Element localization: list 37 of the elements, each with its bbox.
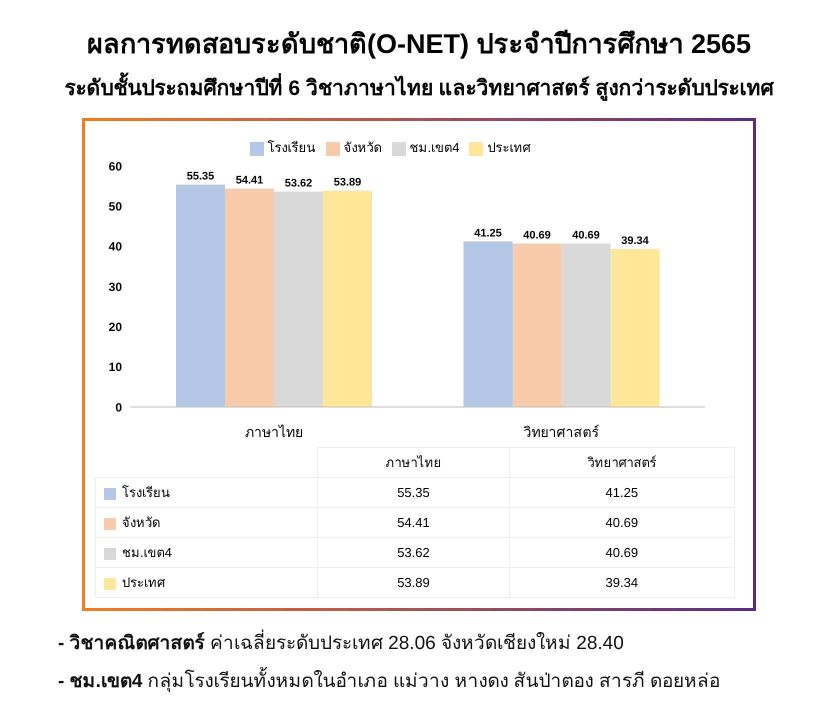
y-tick-label: 10: [108, 360, 122, 374]
legend-label: จังหวัด: [344, 140, 382, 155]
text: 55.35: [318, 478, 510, 508]
legend-label: โรงเรียน: [268, 140, 316, 155]
data-label: 40.69: [572, 230, 600, 242]
y-tick-label: 50: [108, 199, 122, 214]
text: ชม.เขต4: [122, 545, 172, 560]
text: โรงเรียน: [122, 485, 170, 500]
data-label: 53.62: [284, 178, 312, 190]
chart-title: ผลการทดสอบระดับชาติ(O-NET) ประจำปีการศึกษา 2565: [86, 28, 752, 61]
text: 41.25: [509, 478, 734, 508]
legend-label: ชม.เขต4: [410, 140, 460, 155]
data-label: 53.89: [334, 176, 362, 189]
data-label: 55.35: [186, 170, 214, 183]
text: 53.89: [318, 568, 510, 598]
y-tick-label: 40: [108, 240, 122, 254]
legend-label: ประเทศ: [487, 140, 530, 155]
data-label: 41.25: [474, 227, 502, 240]
y-tick-label: 60: [108, 159, 122, 174]
data-label: 54.41: [236, 174, 264, 186]
data-label: 40.69: [523, 230, 551, 242]
text: จังหวัด: [122, 515, 160, 530]
y-tick-label: 30: [108, 280, 122, 294]
chart-subtitle: ระดับชั้นประถมศึกษาปีที่ 6 วิชาภาษาไทย และวิทยาศาสตร์ สูงกว่าระดับประเทศ: [63, 71, 775, 103]
text: 53.62: [318, 538, 510, 568]
y-tick-label: 0: [115, 400, 122, 414]
text: ประเทศ: [122, 575, 165, 590]
y-tick-label: 20: [108, 320, 122, 334]
text: - วิชาคณิตศาสตร์ ค่าเฉลี่ยระดับประเทศ 28.06 จังหวัดเชียงใหม่ 28.40: [58, 628, 625, 656]
category-label: ภาษาไทย: [385, 455, 442, 470]
data-label: 39.34: [621, 234, 650, 247]
category-label: วิทยาศาสตร์: [587, 455, 656, 470]
text: 40.69: [509, 508, 734, 538]
text: 39.34: [509, 568, 734, 598]
text: 54.41: [318, 508, 510, 538]
text: 40.69: [509, 538, 734, 568]
text: - ชม.เขต4 กลุ่มโรงเรียนทั้งหมดในอำเภอ แม่วาง หางดง สันป่าตอง สารภี ดอยหล่อ: [58, 666, 722, 694]
